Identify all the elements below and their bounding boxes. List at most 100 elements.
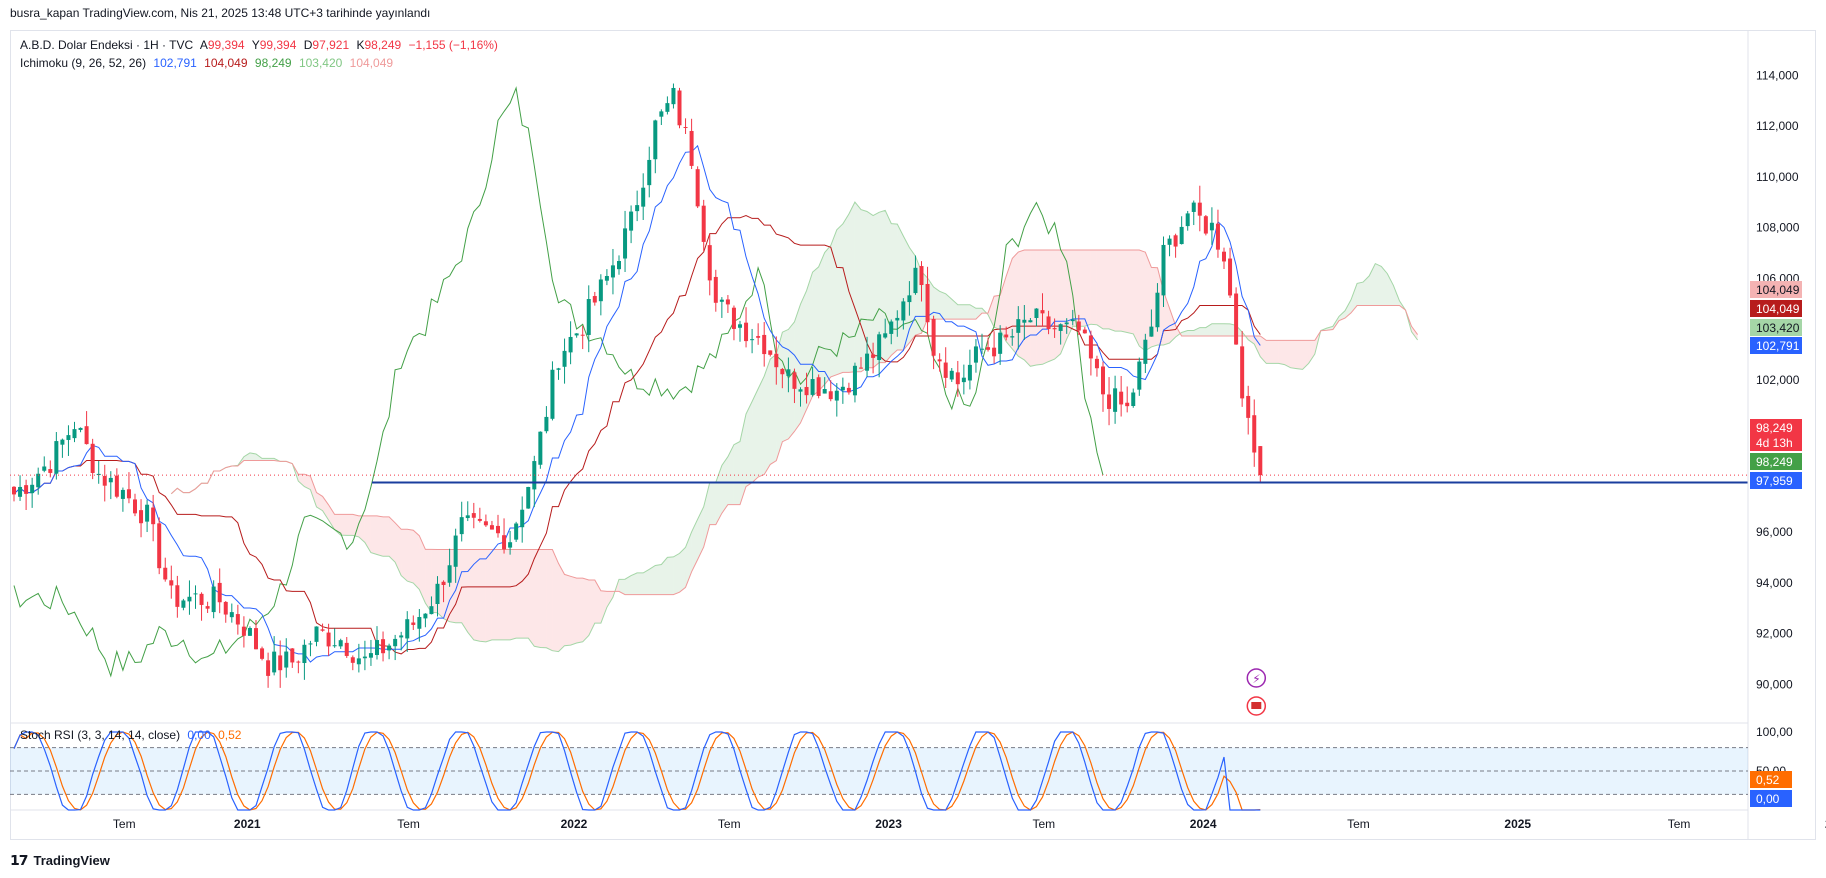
cloud-segment [516, 549, 523, 639]
leading-span-a-line [170, 201, 1419, 653]
candle-body [1028, 320, 1033, 323]
cloud-segment [879, 210, 886, 363]
conversion-line [13, 144, 1261, 663]
cloud-segment [316, 492, 323, 511]
candle-body [157, 523, 162, 569]
candle-body [1082, 329, 1087, 334]
main-legend[interactable]: A.B.D. Dolar Endeksi · 1H · TVC A99,394 … [20, 38, 502, 52]
candle-body [181, 600, 186, 608]
candle-body [429, 606, 434, 615]
candle-body [538, 431, 543, 465]
candle-body [871, 354, 876, 358]
cloud-segment [1248, 336, 1255, 345]
cloud-segment [1302, 340, 1309, 370]
time-tick-label: Tem [1347, 817, 1370, 831]
cloud-segment [824, 245, 831, 385]
candle-body [586, 299, 591, 335]
candle-body [1119, 391, 1124, 405]
tradingview-logo-icon: 𝟭𝟳 [10, 852, 29, 868]
candle-body [36, 473, 41, 488]
candle-body [284, 651, 289, 668]
candle-body [471, 513, 476, 518]
candle-body [126, 489, 131, 499]
time-tick-label: Tem [718, 817, 741, 831]
cloud-segment [1078, 250, 1085, 327]
time-tick-label: 2021 [234, 817, 261, 831]
candle-body [1040, 310, 1045, 314]
candle-body [1191, 202, 1196, 212]
cloud-segment [534, 549, 541, 648]
cloud-segment [909, 247, 916, 343]
price-badge [1750, 319, 1802, 336]
candle-body [780, 368, 785, 375]
cloud-segment [1145, 252, 1152, 351]
cloud-segment [975, 308, 982, 320]
cloud-segment [1096, 250, 1103, 329]
candle-body [1034, 308, 1039, 319]
price-badge-label: 98,249 [1756, 455, 1793, 469]
cloud-segment [298, 474, 305, 487]
cloud-segment [643, 569, 650, 595]
candle-body [598, 279, 603, 302]
candle-body [465, 515, 470, 519]
ichimoku-name: Ichimoku (9, 26, 52, 26) [20, 56, 147, 70]
cloud-segment [594, 579, 601, 624]
stoch-legend[interactable]: Stoch RSI (3, 3, 14, 14, close) 0,00 0,5… [20, 728, 245, 742]
cloud-segment [479, 549, 486, 642]
candle-body [604, 276, 609, 281]
cloud-segment [812, 266, 819, 397]
candle-body [24, 485, 29, 494]
cloud-segment [370, 515, 377, 555]
time-tick-label: Tem [1668, 817, 1691, 831]
candle-body [78, 427, 83, 430]
ichimoku-legend[interactable]: Ichimoku (9, 26, 52, 26) 102,791 104,049… [20, 56, 397, 70]
candle-body [550, 369, 555, 419]
candle-body [925, 283, 930, 323]
cloud-segment [1012, 251, 1019, 357]
candle-body [768, 350, 773, 355]
candle-body [229, 612, 234, 618]
cloud-segment [558, 563, 565, 652]
cloud-segment [552, 549, 559, 652]
candle-body [689, 130, 694, 166]
cloud-segment [1090, 250, 1097, 325]
tradingview-logo[interactable]: 𝟭𝟳 TradingView [10, 852, 110, 869]
candle-body [199, 593, 204, 605]
candle-body [919, 266, 924, 286]
cloud-segment [945, 293, 952, 320]
cloud-segment [721, 456, 728, 514]
candle-body [108, 477, 113, 483]
candle-body [405, 619, 410, 639]
candle-body [544, 416, 549, 432]
candle-body [762, 334, 767, 355]
cloud-segment [570, 576, 577, 646]
candle-body [635, 205, 640, 212]
candle-body [671, 87, 676, 105]
price-tick-label: 114,000 [1756, 68, 1799, 82]
candle-body [1046, 316, 1051, 330]
ichimoku-cloud [171, 202, 1418, 652]
candle-body [810, 379, 815, 395]
cloud-segment [685, 531, 692, 588]
time-tick-label: 2022 [561, 817, 588, 831]
candle-body [1058, 324, 1063, 331]
candle-body [1258, 446, 1263, 476]
cloud-segment [1060, 250, 1067, 354]
candle-body [846, 387, 851, 393]
candle-body [42, 466, 47, 471]
candle-body [1088, 335, 1093, 359]
candle-body [653, 120, 658, 160]
price-badge-label: 104,049 [1756, 283, 1800, 297]
candle-body [502, 535, 507, 550]
price-badge [1750, 419, 1802, 436]
leading-span-b-line [170, 249, 1419, 596]
brand-label: TradingView [33, 853, 110, 868]
candle-body [393, 638, 398, 647]
stoch-badge [1750, 790, 1792, 807]
cloud-segment [667, 556, 674, 595]
candle-body [447, 565, 452, 583]
price-badge [1750, 300, 1802, 317]
candle-body [998, 332, 1003, 354]
stoch-k-line [13, 731, 1261, 811]
